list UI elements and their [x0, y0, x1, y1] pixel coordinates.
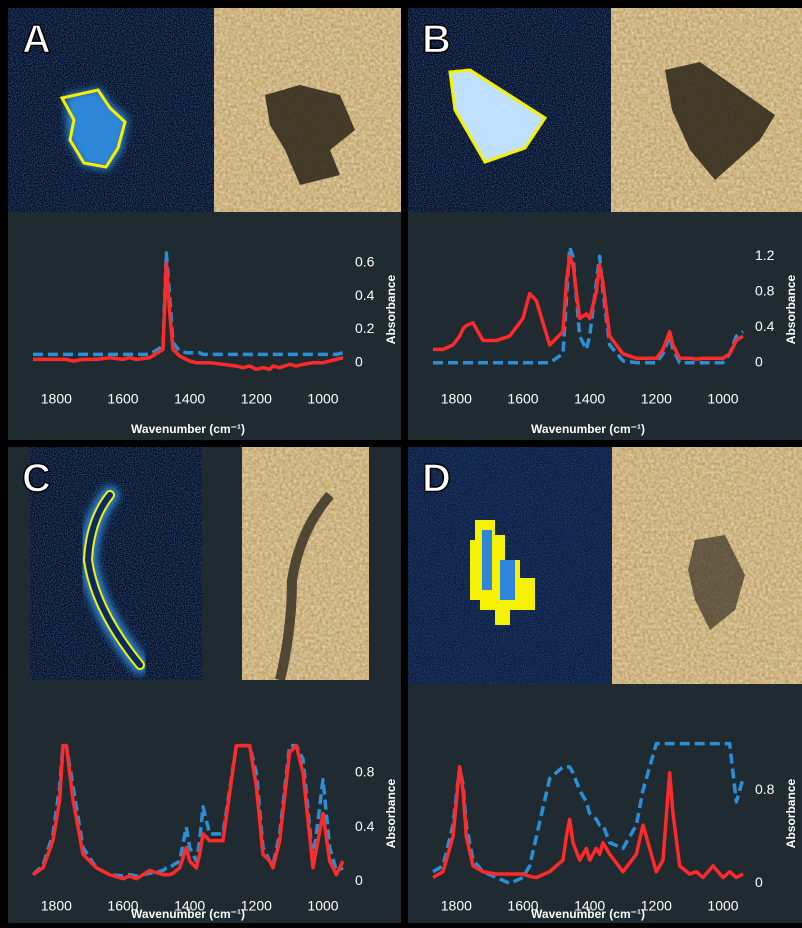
- x-axis-label: Wavenumber (cm⁻¹): [531, 907, 645, 921]
- y-tick-label: 0.8: [755, 282, 775, 298]
- x-tick-label: 1600: [107, 391, 138, 407]
- x-tick-label: 1400: [174, 391, 205, 407]
- y-tick-label: 0: [755, 353, 763, 369]
- x-tick-label: 1000: [307, 391, 338, 407]
- figure: 1800 1600 1400 1200 1000 0 0.2 0.4 0.6 Wavenumber…: [0, 0, 802, 923]
- y-axis-label: Absorbance: [784, 275, 798, 345]
- x-tick-label: 1800: [441, 898, 472, 914]
- x-tick-label: 1200: [641, 391, 672, 407]
- texture: [242, 447, 369, 680]
- x-tick-label: 1000: [707, 391, 738, 407]
- y-tick-label: 0.6: [355, 254, 375, 270]
- y-tick-label: 0.4: [355, 287, 375, 303]
- x-axis-label: Wavenumber (cm⁻¹): [531, 422, 645, 436]
- x-tick-label: 1600: [507, 391, 538, 407]
- y-tick-label: 0.2: [355, 320, 375, 336]
- y-axis-label: Absorbance: [784, 779, 798, 849]
- panel-label: A: [22, 18, 51, 62]
- x-tick-label: 1000: [307, 898, 338, 914]
- x-tick-label: 1200: [241, 391, 272, 407]
- x-tick-label: 1200: [641, 898, 672, 914]
- x-tick-label: 1800: [41, 391, 72, 407]
- x-tick-label: 1000: [707, 898, 738, 914]
- y-tick-label: 0: [355, 353, 363, 369]
- y-tick-label: 0: [755, 874, 763, 890]
- y-axis-label: Absorbance: [384, 275, 398, 345]
- panel-label: B: [422, 18, 451, 62]
- panel-label: C: [22, 457, 51, 501]
- y-tick-label: 0.8: [755, 781, 775, 797]
- x-axis-label: Wavenumber (cm⁻¹): [131, 907, 245, 921]
- x-tick-label: 1800: [41, 898, 72, 914]
- y-axis-label: Absorbance: [384, 779, 398, 849]
- panel-label: D: [422, 457, 451, 501]
- y-tick-label: 0: [355, 872, 363, 888]
- y-tick-label: 1.2: [755, 247, 775, 263]
- y-tick-label: 0.8: [355, 763, 375, 779]
- y-tick-label: 0.4: [755, 318, 775, 334]
- y-tick-label: 0.4: [355, 818, 375, 834]
- page: 1800 1600 1400 1200 1000 0 0.2 0.4 0.6 Wavenumber…: [0, 0, 802, 928]
- x-tick-label: 1200: [241, 898, 272, 914]
- x-tick-label: 1400: [574, 391, 605, 407]
- x-axis-label: Wavenumber (cm⁻¹): [131, 422, 245, 436]
- x-tick-label: 1800: [441, 391, 472, 407]
